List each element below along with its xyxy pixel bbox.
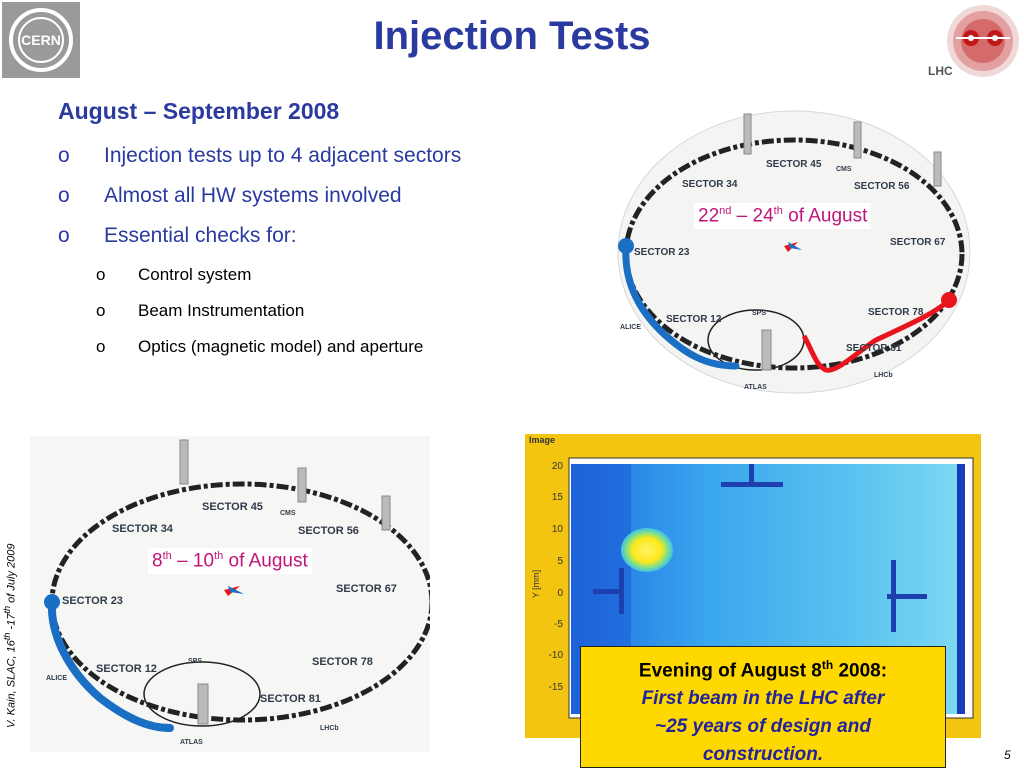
sub-bullet-marker: o xyxy=(96,301,106,320)
label-alice: ALICE xyxy=(620,324,641,331)
label-sector-45: SECTOR 45 xyxy=(202,501,263,513)
lhc-logo xyxy=(947,5,1019,77)
caption-line-2: First beam in the LHC after xyxy=(641,688,885,710)
y-tick-label: 0 xyxy=(557,588,563,599)
injection-point-blue xyxy=(618,238,634,254)
label-sector-23: SECTOR 23 xyxy=(634,247,690,258)
lhc-ring-map-bottom: SECTOR 45 SECTOR 34 SECTOR 56 SECTOR 67 … xyxy=(30,436,430,752)
bullet-text: Almost all HW systems involved xyxy=(104,184,402,207)
compass-icon xyxy=(224,586,244,596)
y-tick-label: -10 xyxy=(549,650,564,661)
label-cms: CMS xyxy=(280,510,296,517)
injection-point-red xyxy=(941,292,957,308)
bullet-text: Essential checks for: xyxy=(104,224,297,247)
y-axis-label: Y [mm] xyxy=(531,570,541,598)
label-atlas: ATLAS xyxy=(744,384,767,391)
sub-bullet-text: Control system xyxy=(138,265,252,284)
label-lhcb: LHCb xyxy=(320,725,339,732)
y-tick-label: 10 xyxy=(552,524,564,535)
bullet-marker: o xyxy=(58,224,70,247)
beam-path-blue xyxy=(47,598,174,732)
experiment-towers xyxy=(179,439,391,725)
cern-logo: CERN xyxy=(2,2,80,78)
beam-spot xyxy=(621,528,673,572)
label-sector-34: SECTOR 34 xyxy=(682,179,738,190)
compass-icon xyxy=(784,242,802,252)
sub-bullet-text: Beam Instrumentation xyxy=(138,301,305,320)
label-sector-34: SECTOR 34 xyxy=(112,523,174,535)
label-sector-56: SECTOR 56 xyxy=(298,525,359,537)
page-number: 5 xyxy=(1004,748,1011,762)
sub-bullet-marker: o xyxy=(96,337,106,356)
injection-point-blue xyxy=(44,594,60,610)
y-tick-label: -15 xyxy=(549,682,564,693)
label-lhcb: LHCb xyxy=(874,372,893,379)
first-beam-caption: Evening of August 8th 2008: First beam i… xyxy=(580,646,946,768)
beam-path-blue xyxy=(622,242,740,370)
slide-subtitle: August – September 2008 xyxy=(58,98,340,124)
plot-title: Image xyxy=(529,435,555,445)
sub-bullet-text: Optics (magnetic model) and aperture xyxy=(138,337,424,356)
label-sector-12: SECTOR 12 xyxy=(96,663,157,675)
bullet-marker: o xyxy=(58,184,70,207)
caption-line-3: ~25 years of design and xyxy=(655,716,871,738)
bullet-marker: o xyxy=(58,144,70,167)
label-sector-23: SECTOR 23 xyxy=(62,595,123,607)
label-sector-56: SECTOR 56 xyxy=(854,181,910,192)
caption-line-1: Evening of August 8th 2008: xyxy=(638,658,888,682)
label-sps: SPS xyxy=(188,658,202,665)
label-cms: CMS xyxy=(836,166,852,173)
svg-text:CERN: CERN xyxy=(21,32,61,48)
y-axis-ticks: 20 15 10 5 0 -5 -10 -15 xyxy=(549,461,564,693)
beam-path-red xyxy=(801,298,951,373)
label-sps: SPS xyxy=(752,310,766,317)
bullet-text: Injection tests up to 4 adjacent sectors xyxy=(104,144,462,167)
label-alice: ALICE xyxy=(46,675,67,682)
caption-line-4: construction. xyxy=(702,744,824,766)
label-sector-81: SECTOR 81 xyxy=(846,343,902,354)
experiment-towers xyxy=(743,113,942,371)
lhc-logo-text: LHC xyxy=(928,64,953,78)
author-credit: V. Kain, SLAC, 16th -17th of July 2009 xyxy=(2,543,18,728)
y-tick-label: 20 xyxy=(552,461,564,472)
label-sector-78: SECTOR 78 xyxy=(312,656,373,668)
screen-fiducial-marks xyxy=(593,464,927,632)
label-sector-67: SECTOR 67 xyxy=(336,583,397,595)
date-range-top: 22nd – 24th of August xyxy=(694,203,872,230)
sub-bullet-marker: o xyxy=(96,265,106,284)
label-sector-45: SECTOR 45 xyxy=(766,159,822,170)
slide-title: Injection Tests xyxy=(373,14,651,58)
y-tick-label: 15 xyxy=(552,492,564,503)
label-atlas: ATLAS xyxy=(180,739,203,746)
label-sector-81: SECTOR 81 xyxy=(260,693,321,705)
sps-ring xyxy=(143,661,261,727)
label-sector-78: SECTOR 78 xyxy=(868,307,924,318)
date-range-bottom: 8th – 10th of August xyxy=(148,548,312,575)
label-sector-67: SECTOR 67 xyxy=(890,237,946,248)
y-tick-label: -5 xyxy=(554,619,563,630)
label-sector-12: SECTOR 12 xyxy=(666,314,722,325)
lhc-ring-map-top: SECTOR 45 SECTOR 34 SECTOR 56 SECTOR 67 … xyxy=(617,110,971,394)
y-tick-label: 5 xyxy=(557,556,563,567)
